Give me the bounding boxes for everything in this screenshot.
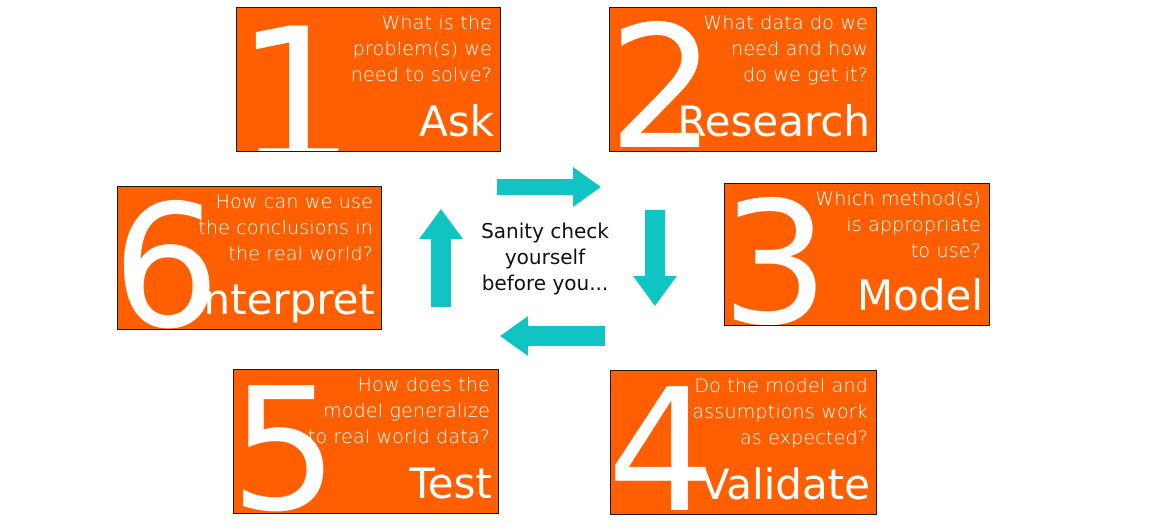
step-1-box: 1 What is the problem(s) we need to solv… xyxy=(236,7,501,152)
step-2-number: 2 xyxy=(609,7,717,152)
step-3-label: Model xyxy=(856,271,983,320)
step-6-label: Interpret xyxy=(191,275,375,324)
arrow-left-icon xyxy=(500,316,605,356)
step-5-number: 5 xyxy=(233,369,339,514)
step-1-label: Ask xyxy=(419,97,494,146)
step-3-question: Which method(s) is appropriate to use? xyxy=(815,188,981,262)
step-3-number: 3 xyxy=(724,183,830,326)
arrow-up-icon xyxy=(419,209,463,307)
step-5-box: 5 How does the model generalize to real … xyxy=(233,369,499,514)
step-4-number: 4 xyxy=(610,370,716,515)
center-caption: Sanity check yourself before you... xyxy=(481,219,609,295)
step-3-box: 3 Which method(s) is appropriate to use?… xyxy=(724,183,990,326)
step-2-label: Research xyxy=(677,97,870,146)
step-6-number: 6 xyxy=(117,186,221,330)
step-6-question: How can we use the conclusions in the re… xyxy=(198,191,373,265)
step-1-number: 1 xyxy=(236,7,356,152)
step-2-box: 2 What data do we need and how do we get… xyxy=(609,7,877,152)
step-5-question: How does the model generalize to real wo… xyxy=(307,374,490,448)
step-4-box: 4 Do the model and assumptions work as e… xyxy=(610,370,877,515)
step-4-question: Do the model and assumptions work as exp… xyxy=(692,375,868,449)
step-6-box: 6 How can we use the conclusions in the … xyxy=(117,186,382,330)
step-5-label: Test xyxy=(409,459,492,508)
step-2-question: What data do we need and how do we get i… xyxy=(703,12,868,86)
arrow-right-icon xyxy=(497,167,601,207)
arrow-down-icon xyxy=(633,210,677,306)
step-4-label: Validate xyxy=(700,460,870,509)
step-1-question: What is the problem(s) we need to solve? xyxy=(350,12,492,86)
